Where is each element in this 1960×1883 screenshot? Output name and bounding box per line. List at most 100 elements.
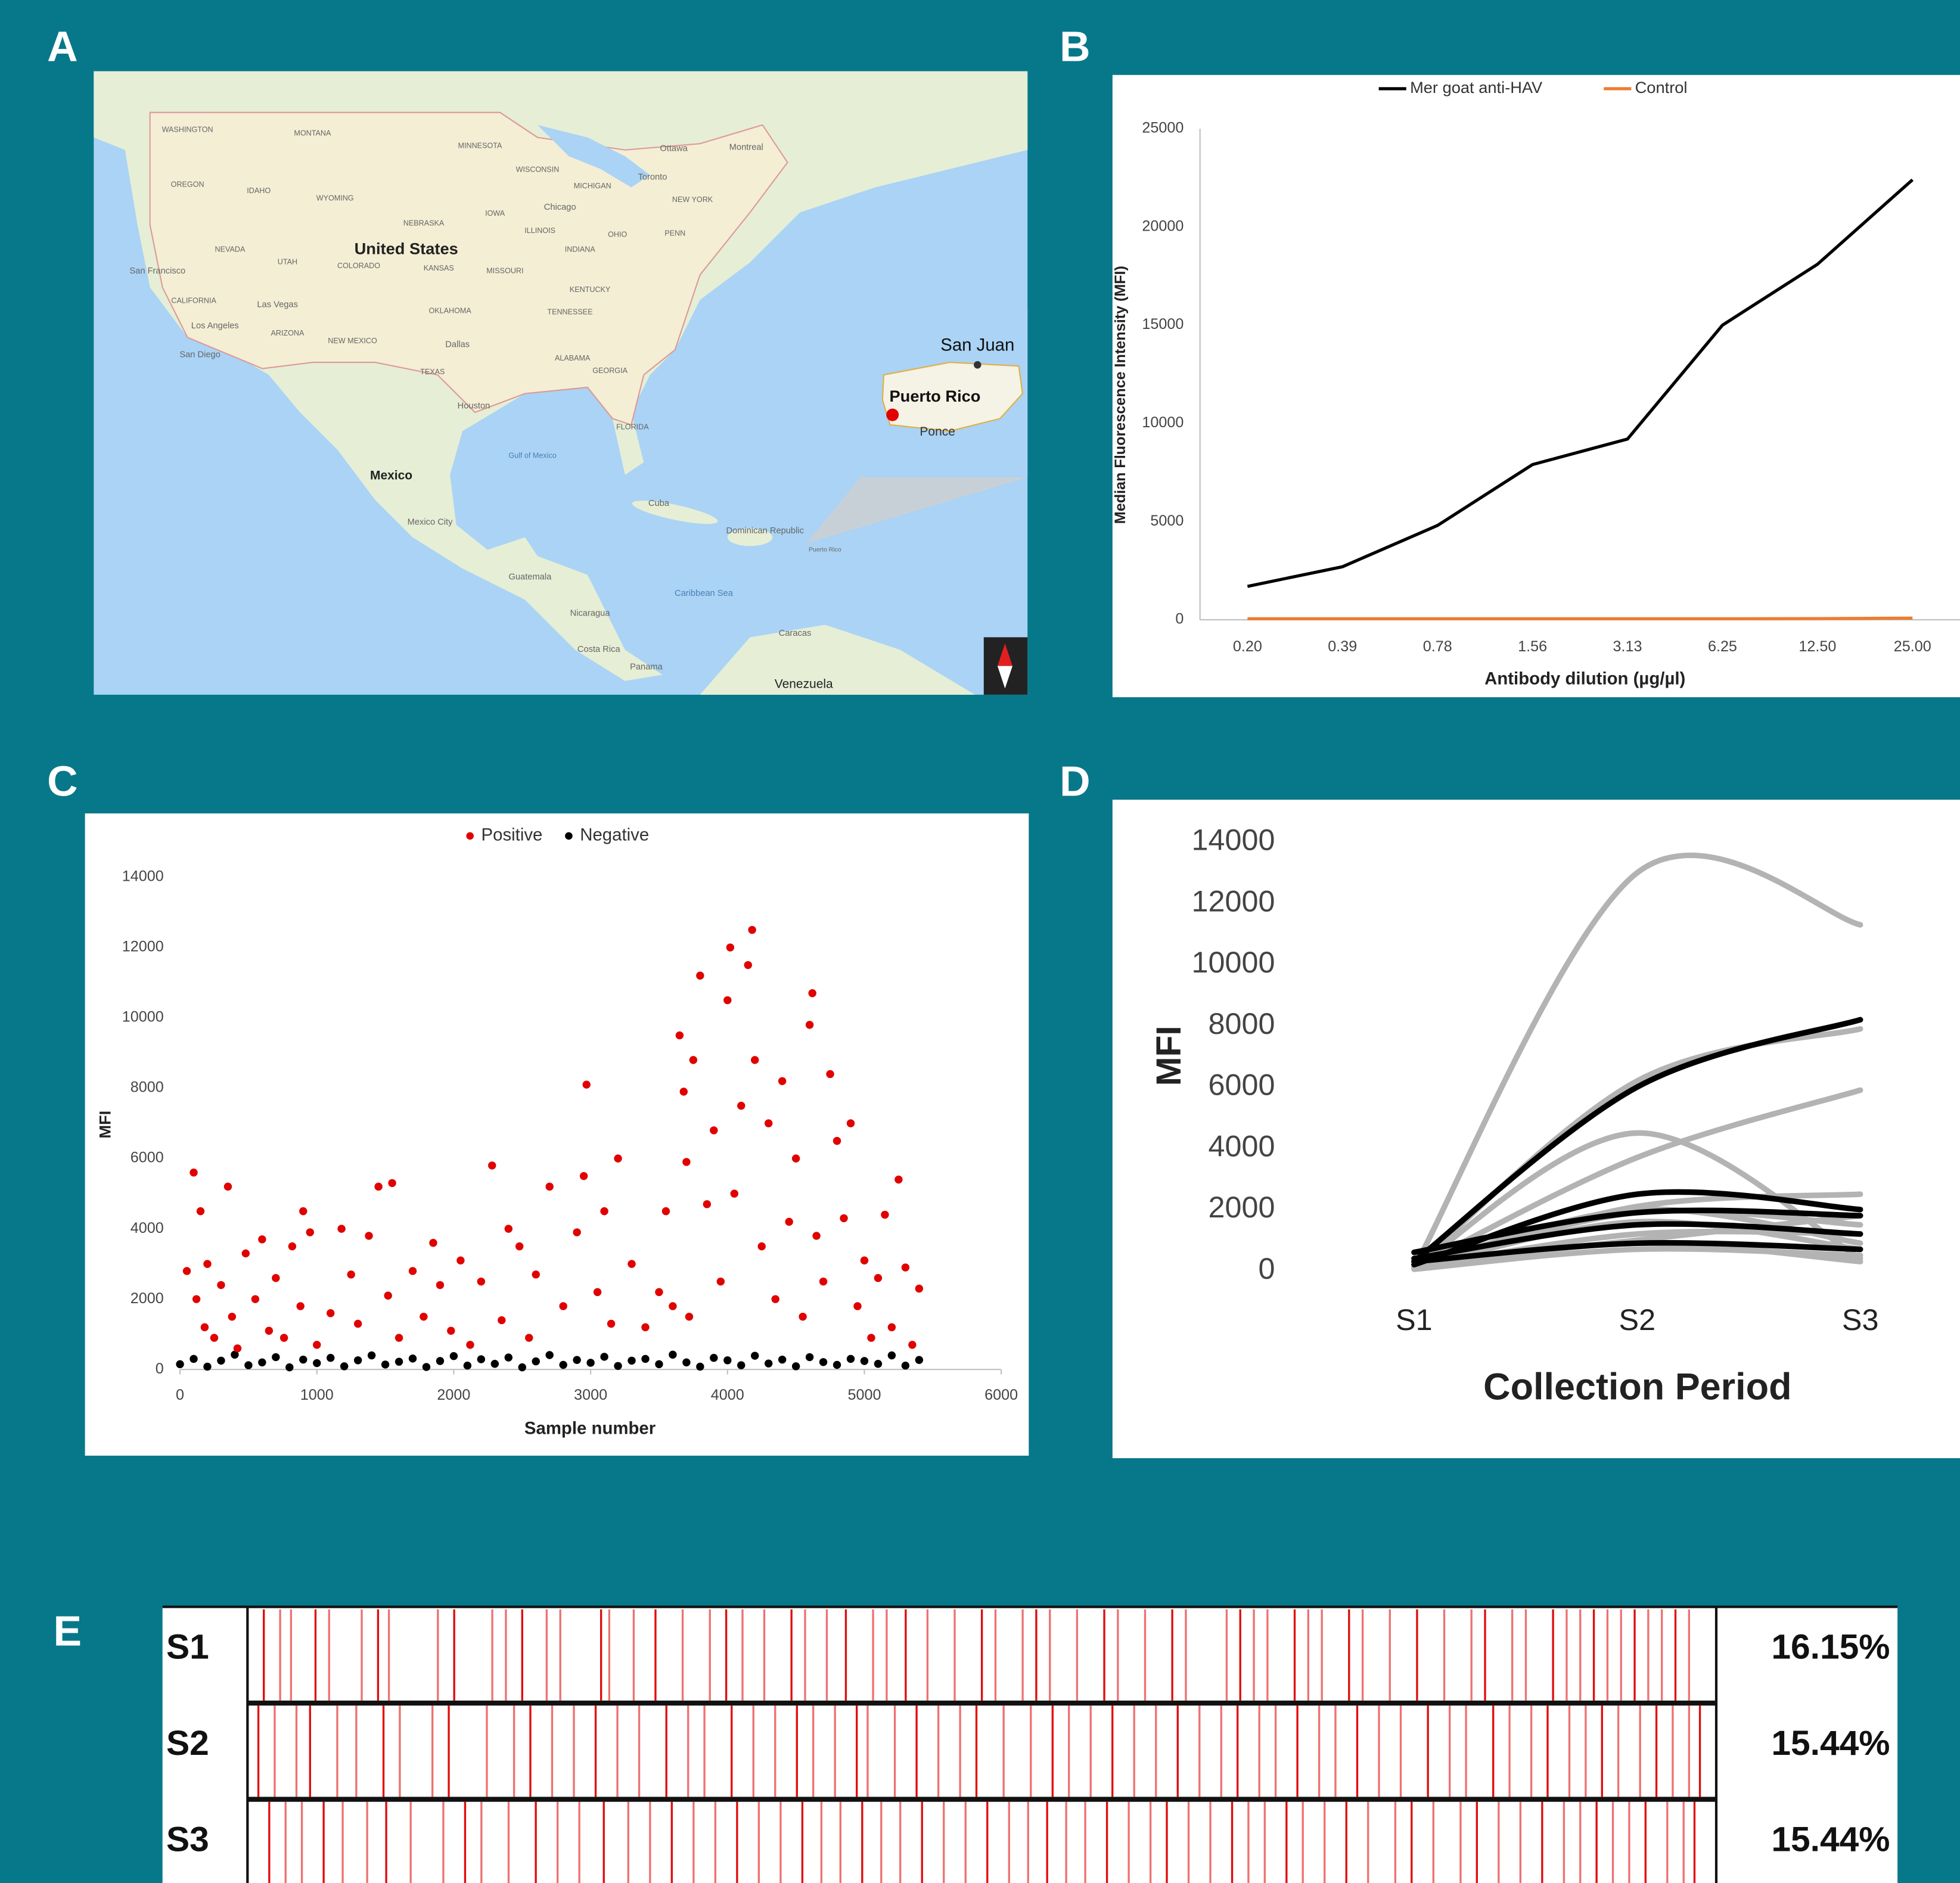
map-label: IOWA <box>485 209 505 217</box>
point <box>751 1056 759 1064</box>
map-label: COLORADO <box>337 262 380 270</box>
point <box>641 1323 649 1331</box>
y-tick-label: 8000 <box>1209 1006 1275 1040</box>
point <box>337 1225 345 1232</box>
y-tick-label: 12000 <box>1192 884 1275 918</box>
point <box>190 1169 197 1176</box>
map-label: OHIO <box>608 231 627 239</box>
y-tick-label: 4000 <box>1209 1129 1275 1163</box>
map-label: Cuba <box>648 499 670 508</box>
point <box>217 1357 225 1365</box>
point <box>327 1309 334 1317</box>
x-tick-label: 3.13 <box>1613 638 1642 655</box>
point <box>861 1357 868 1365</box>
point <box>436 1357 444 1365</box>
point <box>744 961 752 969</box>
point <box>306 1228 314 1236</box>
panel-b <box>1113 75 1960 697</box>
point <box>874 1274 882 1282</box>
y-tick-label: 0 <box>1259 1251 1275 1285</box>
y-tick-label: 12000 <box>122 939 164 955</box>
point <box>607 1320 615 1328</box>
point <box>594 1288 601 1296</box>
map-label: Mexico City <box>408 517 453 527</box>
point <box>682 1359 690 1366</box>
point <box>258 1359 266 1366</box>
panel-label: A <box>47 23 78 71</box>
y-tick-label: 4000 <box>131 1220 164 1236</box>
point <box>902 1263 909 1271</box>
map-label: San Diego <box>179 350 220 359</box>
point <box>888 1323 896 1331</box>
map-label: MONTANA <box>294 129 331 138</box>
y-tick-label: 25000 <box>1142 120 1184 136</box>
point <box>347 1270 355 1278</box>
point <box>778 1077 786 1085</box>
map-label: Dominican Republic <box>726 526 804 536</box>
point <box>251 1295 259 1303</box>
map-label: CALIFORNIA <box>171 297 216 305</box>
map-label: ILLINOIS <box>524 226 555 235</box>
x-tick-label: 4000 <box>711 1387 744 1403</box>
point <box>676 1031 684 1039</box>
point <box>327 1354 334 1362</box>
point <box>288 1242 296 1250</box>
point <box>840 1214 847 1222</box>
point <box>915 1356 923 1364</box>
point <box>731 1189 738 1197</box>
point <box>685 1313 693 1320</box>
map-label: OKLAHOMA <box>428 306 471 315</box>
point <box>545 1351 553 1359</box>
map-label: Chicago <box>544 203 576 212</box>
point <box>201 1323 209 1331</box>
x-tick-label: 6.25 <box>1708 638 1737 655</box>
y-tick-label: 20000 <box>1142 217 1184 234</box>
point <box>600 1207 608 1215</box>
point <box>190 1355 197 1363</box>
point <box>833 1361 841 1369</box>
figure: ABCDEUnited StatesMexicoCubaDominican Re… <box>0 0 1960 1883</box>
point <box>466 1341 474 1348</box>
point <box>888 1351 896 1359</box>
point <box>819 1278 827 1285</box>
x-tick-label: 6000 <box>984 1387 1018 1403</box>
map-label: San Francisco <box>129 266 185 276</box>
point <box>757 1242 765 1250</box>
map-label: INDIANA <box>565 246 596 254</box>
point <box>436 1281 444 1289</box>
point <box>808 989 816 997</box>
x-axis-label: Collection Period <box>1483 1366 1791 1407</box>
x-tick-label: S1 <box>1396 1303 1433 1337</box>
x-tick-label: 0.20 <box>1233 638 1262 655</box>
point <box>545 1183 553 1191</box>
point <box>680 1087 688 1095</box>
point <box>192 1295 200 1303</box>
x-tick-label: 5000 <box>847 1387 881 1403</box>
x-axis-label: Antibody dilution (µg/µl) <box>1484 669 1685 688</box>
point <box>354 1356 362 1364</box>
map-label: Ottawa <box>660 144 688 153</box>
point <box>748 926 756 934</box>
point <box>409 1354 417 1362</box>
y-tick-label: 2000 <box>131 1290 164 1307</box>
point <box>488 1161 496 1169</box>
point <box>573 1356 580 1364</box>
point <box>447 1327 455 1335</box>
point <box>559 1302 567 1310</box>
point <box>580 1172 588 1180</box>
point <box>785 1218 793 1226</box>
map-label: ARIZONA <box>271 329 305 337</box>
map-label: MINNESOTA <box>458 142 502 150</box>
point <box>703 1200 711 1208</box>
point <box>384 1292 392 1300</box>
map-label: Nicaragua <box>570 608 611 618</box>
map-label: NEW YORK <box>672 195 713 204</box>
point <box>682 1158 690 1166</box>
point <box>771 1295 779 1303</box>
point <box>313 1359 321 1367</box>
map-label: Dallas <box>445 340 470 350</box>
x-tick-label: 3000 <box>574 1387 607 1403</box>
point <box>908 1341 916 1348</box>
map-label: FLORIDA <box>616 422 649 431</box>
point <box>456 1257 464 1264</box>
